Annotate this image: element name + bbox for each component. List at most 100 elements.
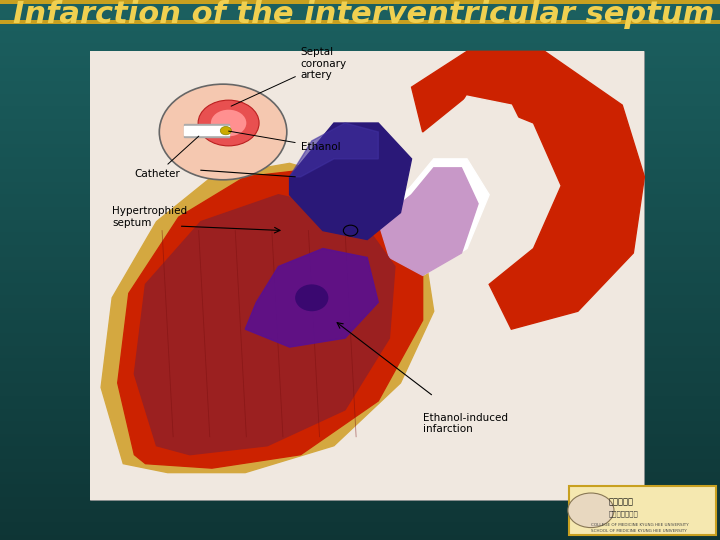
Bar bbox=[0, 216, 720, 218]
Bar bbox=[0, 106, 720, 108]
Bar bbox=[0, 198, 720, 200]
Bar bbox=[0, 401, 720, 403]
Bar bbox=[0, 174, 720, 177]
Bar bbox=[0, 72, 720, 74]
Bar bbox=[0, 247, 720, 248]
Bar bbox=[0, 436, 720, 437]
Bar bbox=[0, 396, 720, 398]
Bar bbox=[0, 81, 720, 83]
Bar bbox=[0, 171, 720, 173]
Text: Ethanol: Ethanol bbox=[228, 131, 341, 152]
Polygon shape bbox=[135, 195, 395, 455]
Bar bbox=[0, 232, 720, 234]
Bar bbox=[569, 486, 716, 535]
Bar bbox=[0, 0, 720, 2]
Bar bbox=[0, 517, 720, 518]
Bar bbox=[0, 488, 720, 490]
Bar bbox=[0, 97, 720, 99]
Bar bbox=[0, 409, 720, 410]
Bar bbox=[0, 363, 720, 366]
Bar bbox=[0, 304, 720, 306]
Bar bbox=[0, 295, 720, 297]
Bar bbox=[0, 137, 720, 139]
Bar bbox=[0, 15, 720, 16]
Bar bbox=[0, 434, 720, 436]
Polygon shape bbox=[184, 124, 228, 137]
Bar bbox=[0, 508, 720, 509]
Bar bbox=[0, 236, 720, 238]
Text: COLLEGE OF MEDICINE KYUNG HEE UNIVERSITY: COLLEGE OF MEDICINE KYUNG HEE UNIVERSITY bbox=[591, 523, 689, 527]
Bar bbox=[0, 20, 720, 24]
Bar bbox=[0, 525, 720, 528]
Bar bbox=[0, 238, 720, 239]
Bar bbox=[0, 301, 720, 302]
Bar bbox=[0, 164, 720, 166]
Bar bbox=[0, 387, 720, 389]
Bar bbox=[0, 189, 720, 191]
Bar bbox=[0, 297, 720, 299]
Bar bbox=[0, 274, 720, 275]
Bar bbox=[0, 319, 720, 320]
Bar bbox=[0, 302, 720, 304]
Bar bbox=[0, 309, 720, 312]
Bar bbox=[0, 112, 720, 113]
Bar bbox=[0, 299, 720, 301]
Bar bbox=[0, 258, 720, 259]
Bar bbox=[0, 34, 720, 36]
Bar bbox=[0, 45, 720, 47]
Bar bbox=[0, 74, 720, 76]
Bar bbox=[0, 77, 720, 79]
Bar bbox=[0, 470, 720, 471]
Bar bbox=[0, 463, 720, 464]
Bar bbox=[0, 410, 720, 412]
Bar bbox=[0, 353, 720, 355]
Bar bbox=[0, 528, 720, 529]
Bar bbox=[0, 437, 720, 439]
Bar bbox=[0, 205, 720, 207]
Bar bbox=[0, 117, 720, 119]
Bar bbox=[0, 290, 720, 292]
Bar bbox=[0, 425, 720, 427]
Bar bbox=[0, 340, 720, 342]
Bar bbox=[0, 279, 720, 281]
Circle shape bbox=[568, 493, 614, 528]
Bar bbox=[0, 371, 720, 373]
Bar bbox=[0, 270, 720, 272]
Text: Catheter: Catheter bbox=[135, 136, 199, 179]
Polygon shape bbox=[246, 248, 378, 347]
Bar bbox=[0, 504, 720, 506]
Bar bbox=[0, 88, 720, 90]
Bar bbox=[0, 407, 720, 409]
Bar bbox=[0, 468, 720, 470]
Bar bbox=[0, 140, 720, 142]
Bar bbox=[0, 344, 720, 346]
Bar bbox=[0, 227, 720, 228]
Bar bbox=[0, 405, 720, 407]
Bar bbox=[0, 108, 720, 110]
Bar bbox=[0, 2, 720, 4]
Bar bbox=[0, 259, 720, 261]
Bar bbox=[0, 474, 720, 475]
Bar bbox=[0, 293, 720, 295]
Bar bbox=[0, 374, 720, 376]
Bar bbox=[0, 339, 720, 340]
Bar bbox=[0, 25, 720, 27]
Polygon shape bbox=[118, 168, 423, 468]
Bar bbox=[0, 282, 720, 285]
Bar bbox=[0, 329, 720, 331]
Bar bbox=[0, 441, 720, 443]
Bar bbox=[0, 286, 720, 288]
Bar bbox=[0, 326, 720, 328]
Bar bbox=[0, 393, 720, 394]
Bar bbox=[0, 103, 720, 104]
Bar bbox=[0, 432, 720, 434]
Bar bbox=[0, 351, 720, 353]
Bar bbox=[0, 513, 720, 515]
Bar bbox=[0, 272, 720, 274]
Bar bbox=[0, 498, 720, 501]
Bar bbox=[0, 243, 720, 245]
Polygon shape bbox=[101, 163, 433, 472]
Bar bbox=[0, 331, 720, 333]
Bar bbox=[90, 51, 644, 500]
Bar bbox=[0, 162, 720, 164]
